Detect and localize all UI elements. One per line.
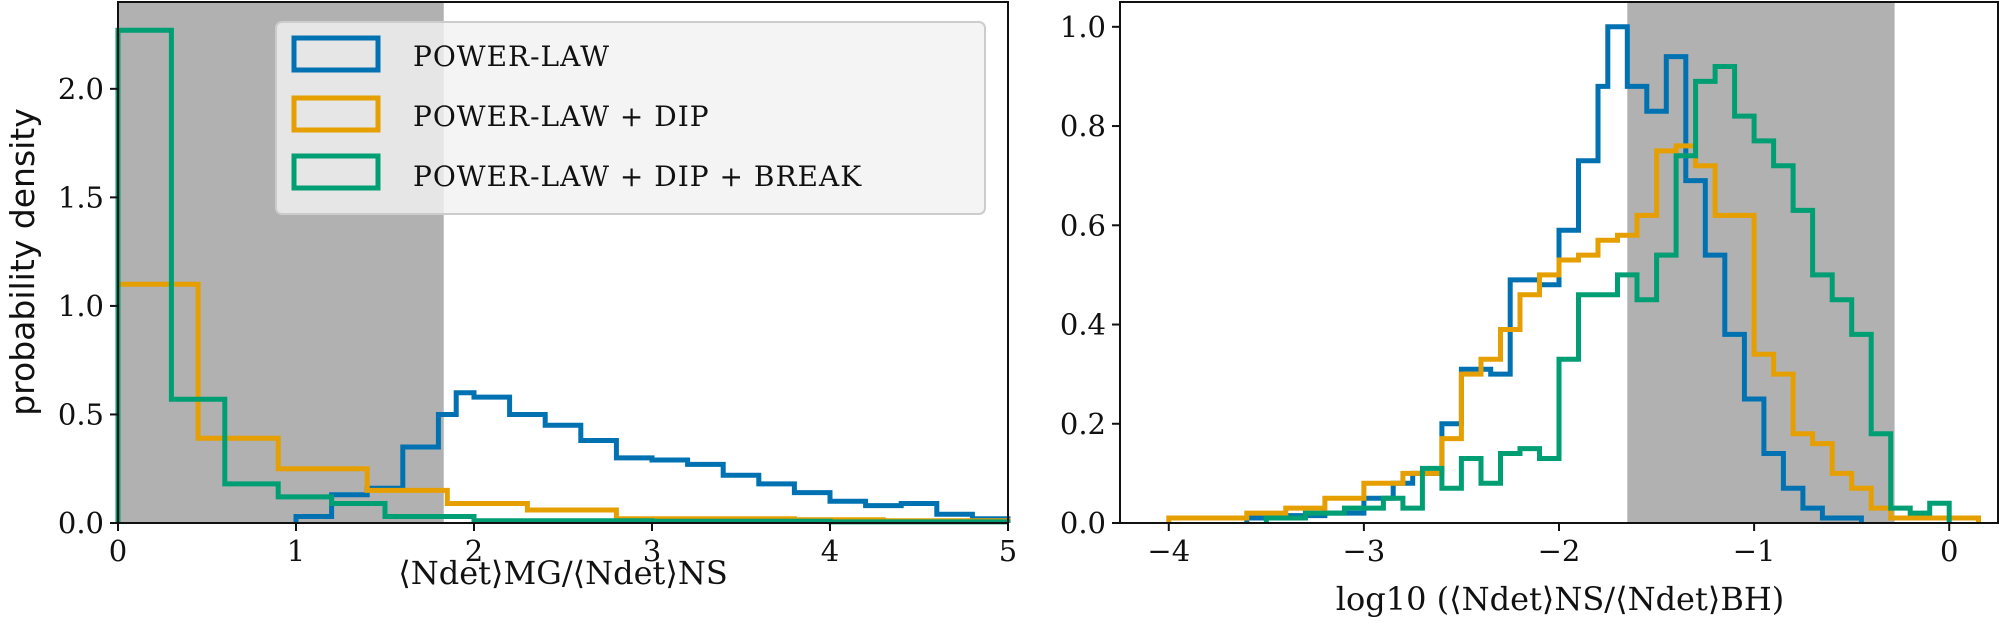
right-ytick-label: 1.0 bbox=[1060, 10, 1106, 44]
left-xtick-label: 1 bbox=[287, 534, 305, 568]
left-axes-frame bbox=[117, 1, 1009, 524]
left-xtick-label: 5 bbox=[999, 534, 1017, 568]
legend: POWER-LAW POWER-LAW + DIP POWER-LAW + DI… bbox=[275, 21, 986, 215]
legend-swatch-power-law bbox=[291, 35, 381, 73]
right-ytick-label: 0.2 bbox=[1060, 407, 1106, 441]
right-ytick-label: 0.6 bbox=[1060, 208, 1106, 242]
left-ytick-label: 0.0 bbox=[58, 506, 104, 540]
right-ytick-label: 0.8 bbox=[1060, 109, 1106, 143]
left-ytick-label: 1.5 bbox=[58, 180, 104, 214]
right-xtick-label: −2 bbox=[1538, 534, 1581, 568]
right-shaded-region bbox=[1627, 2, 1895, 523]
legend-label-power-law: POWER-LAW bbox=[413, 40, 610, 73]
right-xtick-label: −1 bbox=[1733, 534, 1776, 568]
left-ytick-label: 1.0 bbox=[58, 289, 104, 323]
right-series-power-law-dip bbox=[1166, 143, 1981, 523]
legend-swatch-power-law-dip-break bbox=[291, 153, 381, 191]
left-ylabel: probability density bbox=[3, 108, 42, 416]
left-ytick-label: 2.0 bbox=[58, 72, 104, 106]
left-ytick-label: 0.5 bbox=[58, 397, 104, 431]
left-xtick-label: 2 bbox=[465, 534, 483, 568]
right-xtick-label: 0 bbox=[1940, 534, 1958, 568]
left-series-power-law bbox=[293, 390, 1011, 523]
left-xlabel: ⟨Ndet⟩MG/⟨Ndet⟩NS bbox=[398, 554, 728, 592]
left-xtick-label: 0 bbox=[109, 534, 127, 568]
right-xtick-label: −3 bbox=[1343, 534, 1386, 568]
legend-swatch-power-law-dip bbox=[291, 95, 381, 133]
chart-right-panel: −4 −3 −2 −1 0 0.0 0.2 0.4 0.6 0.8 1.0 log10 (⟨Ndet… bbox=[1060, 1, 1999, 618]
left-series-power-law-dip-break bbox=[115, 27, 1011, 525]
right-xtick-label: −4 bbox=[1147, 534, 1190, 568]
legend-box bbox=[275, 21, 986, 215]
legend-label-power-law-dip-break: POWER-LAW + DIP + BREAK bbox=[413, 160, 862, 193]
legend-label-power-law-dip: POWER-LAW + DIP bbox=[413, 100, 710, 133]
right-ytick-label: 0.4 bbox=[1060, 308, 1106, 342]
right-xlabel: log10 (⟨Ndet⟩NS/⟨Ndet⟩BH) bbox=[1336, 580, 1784, 618]
chart-left-panel: 0 1 2 3 4 5 0.0 0.5 1.0 1.5 2.0 POWER-LAW POWER-LA… bbox=[3, 1, 1017, 592]
left-xtick-label: 3 bbox=[643, 534, 661, 568]
right-ytick-label: 0.0 bbox=[1060, 506, 1106, 540]
left-xtick-label: 4 bbox=[821, 534, 839, 568]
right-series-power-law-dip-break bbox=[1263, 64, 1952, 523]
